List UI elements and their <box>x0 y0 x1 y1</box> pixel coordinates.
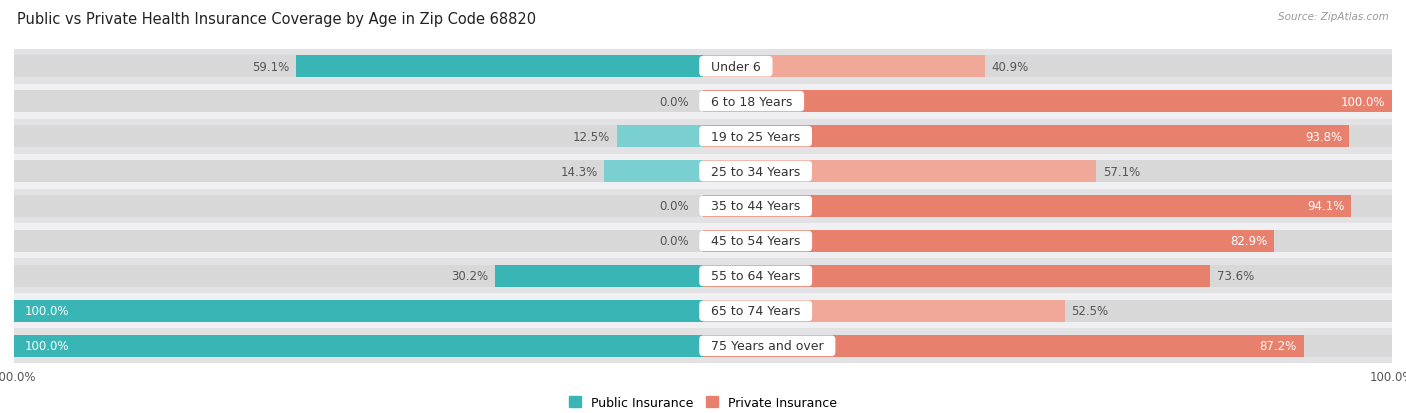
Text: 94.1%: 94.1% <box>1308 200 1344 213</box>
Bar <box>14 50 1392 84</box>
Bar <box>703 91 1392 113</box>
Text: 25 to 34 Years: 25 to 34 Years <box>703 165 808 178</box>
Text: 0.0%: 0.0% <box>659 235 689 248</box>
Bar <box>14 119 1392 154</box>
Text: Source: ZipAtlas.com: Source: ZipAtlas.com <box>1278 12 1389 22</box>
Text: 0.0%: 0.0% <box>659 200 689 213</box>
Bar <box>14 196 703 217</box>
Text: 0.0%: 0.0% <box>659 95 689 108</box>
Legend: Public Insurance, Private Insurance: Public Insurance, Private Insurance <box>564 391 842 413</box>
Bar <box>703 56 1392 78</box>
Bar <box>14 335 703 357</box>
Text: 12.5%: 12.5% <box>572 130 610 143</box>
Bar <box>14 294 1392 329</box>
Bar <box>14 161 703 183</box>
Text: 100.0%: 100.0% <box>24 339 69 352</box>
Bar <box>703 161 1392 183</box>
Bar <box>14 84 1392 119</box>
Bar <box>703 126 1392 147</box>
Text: 14.3%: 14.3% <box>561 165 598 178</box>
Bar <box>703 56 984 78</box>
Bar <box>617 126 703 147</box>
Bar <box>703 91 1392 113</box>
Bar <box>14 329 1392 363</box>
Text: 100.0%: 100.0% <box>24 305 69 318</box>
Text: 75 Years and over: 75 Years and over <box>703 339 831 352</box>
Bar <box>703 266 1211 287</box>
Bar <box>703 266 1392 287</box>
Bar <box>14 230 703 252</box>
Text: 45 to 54 Years: 45 to 54 Years <box>703 235 808 248</box>
Bar <box>295 56 703 78</box>
Text: Public vs Private Health Insurance Coverage by Age in Zip Code 68820: Public vs Private Health Insurance Cover… <box>17 12 536 27</box>
Text: 82.9%: 82.9% <box>1230 235 1267 248</box>
Text: 6 to 18 Years: 6 to 18 Years <box>703 95 800 108</box>
Bar <box>14 91 703 113</box>
Bar <box>14 300 703 322</box>
Bar <box>703 196 1351 217</box>
Bar <box>703 230 1274 252</box>
Text: 40.9%: 40.9% <box>991 61 1029 74</box>
Text: 73.6%: 73.6% <box>1218 270 1254 283</box>
Bar <box>703 126 1350 147</box>
Text: 93.8%: 93.8% <box>1305 130 1343 143</box>
Bar <box>14 259 1392 294</box>
Bar <box>703 335 1303 357</box>
Bar <box>14 56 703 78</box>
Bar <box>14 335 703 357</box>
Bar <box>14 300 703 322</box>
Bar <box>495 266 703 287</box>
Text: 59.1%: 59.1% <box>252 61 290 74</box>
Text: Under 6: Under 6 <box>703 61 769 74</box>
Text: 30.2%: 30.2% <box>451 270 488 283</box>
Bar <box>703 335 1392 357</box>
Bar <box>14 224 1392 259</box>
Bar <box>14 126 703 147</box>
Bar <box>703 161 1097 183</box>
Bar <box>703 196 1392 217</box>
Text: 52.5%: 52.5% <box>1071 305 1109 318</box>
Bar <box>14 154 1392 189</box>
Text: 87.2%: 87.2% <box>1260 339 1296 352</box>
Text: 55 to 64 Years: 55 to 64 Years <box>703 270 808 283</box>
Text: 57.1%: 57.1% <box>1104 165 1140 178</box>
Text: 19 to 25 Years: 19 to 25 Years <box>703 130 808 143</box>
Text: 100.0%: 100.0% <box>1340 95 1385 108</box>
Text: 65 to 74 Years: 65 to 74 Years <box>703 305 808 318</box>
Bar <box>703 300 1064 322</box>
Bar <box>703 300 1392 322</box>
Bar <box>703 230 1392 252</box>
Text: 35 to 44 Years: 35 to 44 Years <box>703 200 808 213</box>
Bar <box>14 189 1392 224</box>
Bar <box>605 161 703 183</box>
Bar <box>14 266 703 287</box>
